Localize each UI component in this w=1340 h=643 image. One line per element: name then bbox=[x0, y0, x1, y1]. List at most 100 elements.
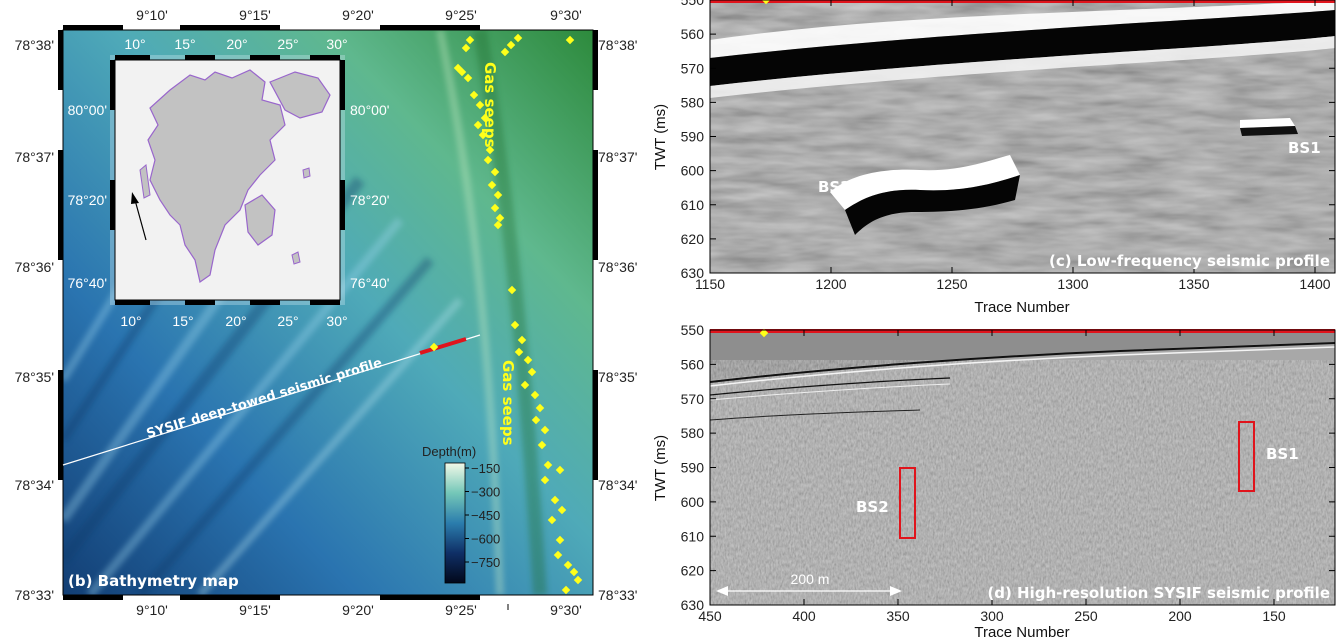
svg-text:80°00': 80°00' bbox=[350, 102, 389, 118]
gas-seep-marker bbox=[555, 535, 565, 545]
gas-seep-markers bbox=[453, 33, 583, 595]
gas-seep-marker bbox=[478, 130, 488, 140]
bs2-box bbox=[899, 467, 916, 539]
gas-seep-marker bbox=[457, 67, 467, 77]
y-tick-label: 610 bbox=[681, 528, 705, 544]
bathymetry-map-panel: SYSIF deep–towed seismic profile Gas see… bbox=[15, 7, 638, 618]
water-column bbox=[710, 330, 1335, 380]
svg-text:78°36': 78°36' bbox=[15, 259, 54, 275]
svg-text:25°: 25° bbox=[277, 313, 298, 329]
svg-text:78°38': 78°38' bbox=[15, 37, 54, 53]
y-tick-label: 610 bbox=[681, 197, 705, 213]
y-tick-label: 630 bbox=[681, 597, 705, 613]
profile-highlight-segment bbox=[419, 337, 467, 355]
colorbar-tick-label: −750 bbox=[471, 555, 500, 570]
map-panel-title: (b) Bathymetry map bbox=[68, 572, 239, 590]
x-tick-label: 400 bbox=[792, 608, 816, 624]
seabed-reflector-white bbox=[710, 0, 1335, 58]
svg-text:25°: 25° bbox=[277, 36, 298, 52]
nordaustlandet-island bbox=[269, 71, 331, 119]
gas-seep-marker bbox=[510, 320, 520, 330]
svg-text:76°40': 76°40' bbox=[350, 275, 389, 291]
scale-arrow-right-icon bbox=[890, 586, 902, 596]
svg-text:78°37': 78°37' bbox=[15, 149, 54, 165]
gas-seep-marker bbox=[531, 415, 541, 425]
y-tick-label: 590 bbox=[681, 129, 705, 145]
gas-seep-marker bbox=[495, 213, 505, 223]
y-tick-label: 580 bbox=[681, 94, 705, 110]
scale-arrow-left-icon bbox=[716, 586, 728, 596]
svg-text:78°35': 78°35' bbox=[15, 369, 54, 385]
gas-seep-marker bbox=[547, 515, 557, 525]
y-tick-label: 600 bbox=[681, 494, 705, 510]
y-tick-label: 570 bbox=[681, 60, 705, 76]
gas-seep-marker bbox=[461, 43, 471, 53]
svg-text:20°: 20° bbox=[226, 36, 247, 52]
gas-seep-marker bbox=[500, 47, 510, 57]
y-tick-label: 560 bbox=[681, 356, 705, 372]
gas-seep-marker bbox=[514, 347, 524, 357]
scale-bar: 200 m bbox=[716, 571, 902, 596]
x-tick-label: 1250 bbox=[936, 276, 967, 292]
gas-seep-marker bbox=[563, 560, 573, 570]
svg-text:30°: 30° bbox=[326, 313, 347, 329]
y-tick-label: 550 bbox=[681, 0, 705, 8]
lon-tick-bottom: 9°15' bbox=[239, 602, 271, 618]
bs1-box bbox=[1238, 421, 1255, 492]
gas-seep-marker bbox=[490, 167, 500, 177]
x-tick-label: 250 bbox=[1074, 608, 1098, 624]
y-tick-label: 600 bbox=[681, 163, 705, 179]
gas-seep-marker bbox=[540, 475, 550, 485]
position-marker bbox=[759, 328, 769, 338]
gas-seep-marker bbox=[463, 73, 473, 83]
gas-seep-marker bbox=[493, 220, 503, 230]
lon-tick-top: 9°25' bbox=[445, 7, 477, 23]
gas-seep-marker bbox=[523, 355, 533, 365]
x-tick-label: 150 bbox=[1262, 608, 1286, 624]
svalbard-main-island bbox=[147, 69, 286, 284]
y-tick-label: 620 bbox=[681, 563, 705, 579]
gas-seep-marker bbox=[520, 380, 530, 390]
gas-seep-marker bbox=[530, 390, 540, 400]
svg-text:78°33': 78°33' bbox=[598, 587, 637, 603]
svg-text:15°: 15° bbox=[172, 313, 193, 329]
lon-tick-top: 9°15' bbox=[239, 7, 271, 23]
gas-seep-marker bbox=[469, 90, 479, 100]
gas-seep-marker bbox=[487, 180, 497, 190]
gas-seep-marker bbox=[483, 155, 493, 165]
svg-text:78°33': 78°33' bbox=[15, 587, 54, 603]
seabed-reflector-black bbox=[710, 10, 1335, 86]
map-longitude-ticks: 9°10' 9°15' 9°20' 9°25' 9°30' 9°10' 9°15… bbox=[136, 7, 582, 618]
map-latitude-ticks: 78°38' 78°37' 78°36' 78°35' 78°34' 78°33… bbox=[15, 37, 638, 603]
seismic-profile-line bbox=[62, 334, 481, 466]
lon-tick-top: 9°20' bbox=[342, 7, 374, 23]
gas-seep-marker bbox=[485, 145, 495, 155]
lon-tick-top: 9°10' bbox=[136, 7, 168, 23]
x-tick-label: 1400 bbox=[1299, 276, 1330, 292]
svg-text:78°35': 78°35' bbox=[598, 369, 637, 385]
svg-text:30°: 30° bbox=[326, 36, 347, 52]
arrow-head-icon bbox=[131, 192, 139, 204]
y-tick-label: 560 bbox=[681, 26, 705, 42]
gas-seep-marker bbox=[553, 550, 563, 560]
svg-text:80°00': 80°00' bbox=[68, 102, 107, 118]
colorbar-title: Depth(m) bbox=[422, 444, 476, 459]
x-tick-label: 1350 bbox=[1178, 276, 1209, 292]
svg-text:78°34': 78°34' bbox=[598, 477, 637, 493]
x-tick-label: 450 bbox=[698, 608, 722, 624]
svg-text:76°40': 76°40' bbox=[68, 275, 107, 291]
svg-text:78°34': 78°34' bbox=[15, 477, 54, 493]
gas-seep-marker bbox=[535, 403, 545, 413]
gas-seep-marker bbox=[493, 190, 503, 200]
x-tick-label: 300 bbox=[980, 608, 1004, 624]
colorbar-tick-label: −150 bbox=[471, 461, 500, 476]
panel-d-title: (d) High-resolution SYSIF seismic profil… bbox=[987, 584, 1330, 602]
depth-colorbar: Depth(m) −150 −300 −450 −600 −750 bbox=[422, 444, 500, 584]
gas-seep-marker bbox=[569, 567, 579, 577]
x-tick-label: 1150 bbox=[695, 276, 725, 292]
lon-tick-top: 9°30' bbox=[550, 7, 582, 23]
svg-text:10°: 10° bbox=[120, 313, 141, 329]
y-tick-label: 630 bbox=[681, 265, 705, 281]
gas-seep-marker bbox=[573, 575, 583, 585]
lon-tick-bottom: 9°30' bbox=[550, 602, 582, 618]
